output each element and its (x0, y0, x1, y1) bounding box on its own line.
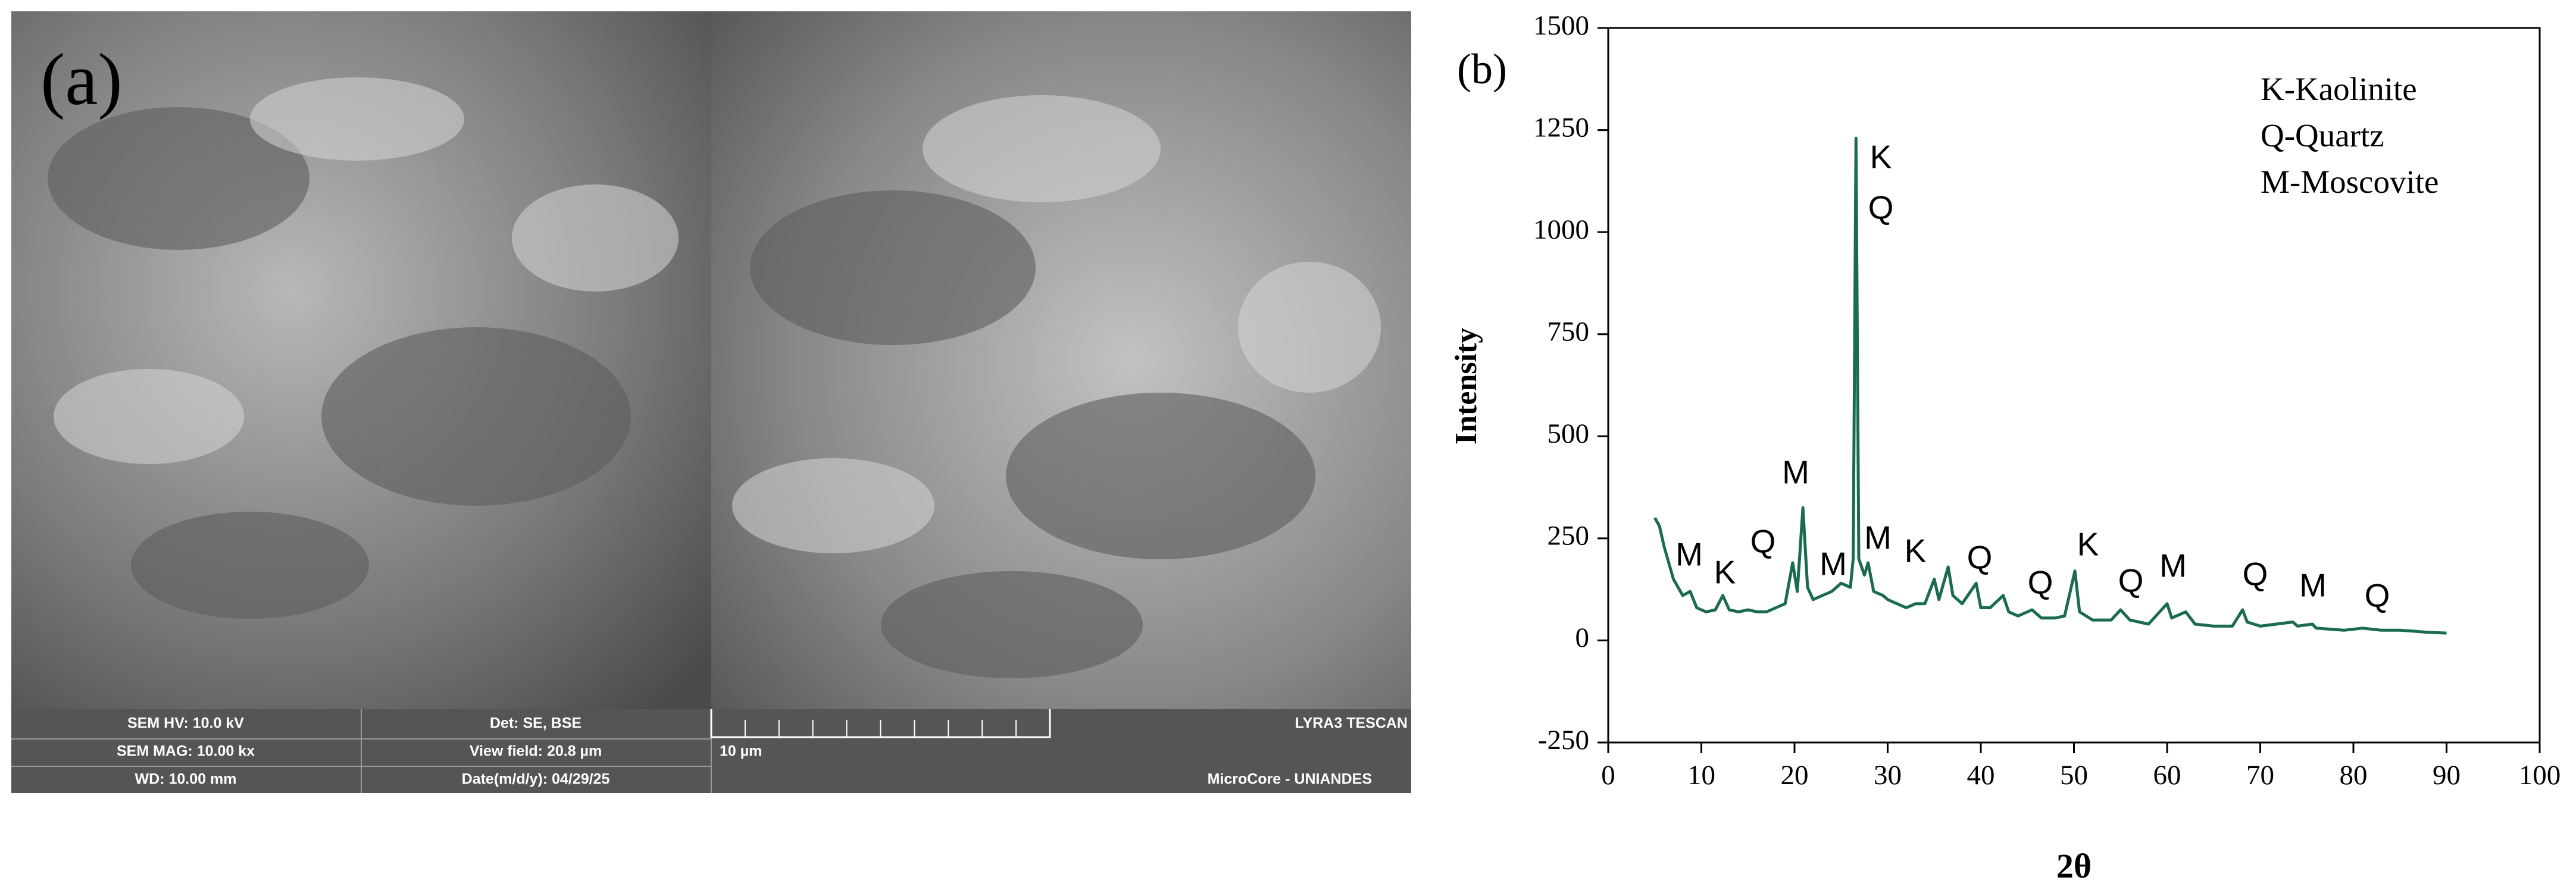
x-tick-label: 0 (1601, 760, 1615, 791)
peak-label: K (1905, 532, 1927, 569)
x-tick-label: 30 (1874, 760, 1902, 791)
y-tick-label: 250 (1548, 521, 1590, 552)
chart-title: (b) (1457, 45, 1507, 93)
y-tick-label: 1500 (1533, 10, 1589, 41)
peak-label: K (1870, 139, 1892, 176)
peak-label: Q (1750, 523, 1776, 560)
info-text: Date(m/d/y): 04/29/25 (462, 771, 610, 788)
sem-image (11, 11, 1411, 793)
x-tick-label: 20 (1781, 760, 1809, 791)
x-tick-label: 50 (2060, 760, 2088, 791)
peak-label: Q (2365, 577, 2390, 614)
data-line (1653, 136, 2447, 635)
info-text: SEM HV: 10.0 kV (127, 715, 244, 732)
panel-label: (a) (40, 39, 123, 120)
info-text: View field: 20.8 µm (470, 743, 602, 760)
info-text: WD: 10.00 mm (135, 771, 237, 788)
info-text: SEM MAG: 10.00 kx (117, 743, 255, 760)
x-tick-label: 80 (2340, 760, 2368, 791)
peak-label: K (1714, 554, 1736, 591)
info-text: Det: SE, BSE (490, 715, 582, 732)
plot-frame (1607, 27, 2541, 744)
peak-label: M (1864, 519, 1892, 556)
key-text: Q-Quartz (2261, 117, 2384, 153)
x-tick-label: 100 (2519, 760, 2561, 791)
y-tick-label: 0 (1575, 622, 1590, 653)
info-text: 10 µm (720, 743, 762, 760)
info-text: LYRA3 TESCAN (1295, 715, 1408, 732)
peak-label: M (1675, 536, 1703, 573)
peak-label: M (1782, 454, 1809, 491)
peak-label: K (2077, 526, 2099, 563)
peak-label: Q (2243, 556, 2268, 593)
peak-label: M (2159, 547, 2187, 584)
x-tick-label: 90 (2433, 760, 2461, 791)
peak-label: M (1820, 546, 1847, 582)
peak-label: Q (2118, 562, 2144, 599)
y-tick-label: 1000 (1533, 214, 1589, 245)
peak-label: M (2299, 567, 2327, 604)
y-axis-label: Intensity (1449, 328, 1483, 444)
key-text: K-Kaolinite (2261, 71, 2417, 107)
y-tick-label: -250 (1538, 725, 1589, 756)
x-tick-label: 70 (2246, 760, 2274, 791)
info-text: MicroCore - UNIANDES (1208, 771, 1372, 788)
y-tick-label: 1250 (1533, 112, 1589, 143)
x-axis-label: 2θ (2056, 847, 2092, 885)
peak-label: Q (1967, 539, 1993, 576)
x-tick-label: 10 (1687, 760, 1715, 791)
peak-label: Q (2028, 564, 2053, 601)
y-tick-label: 750 (1548, 316, 1590, 347)
y-tick-label: 500 (1548, 418, 1590, 449)
peak-label: Q (1868, 189, 1894, 226)
key-text: M-Moscovite (2261, 164, 2439, 200)
x-tick-label: 60 (2153, 760, 2181, 791)
x-tick-label: 40 (1967, 760, 1995, 791)
